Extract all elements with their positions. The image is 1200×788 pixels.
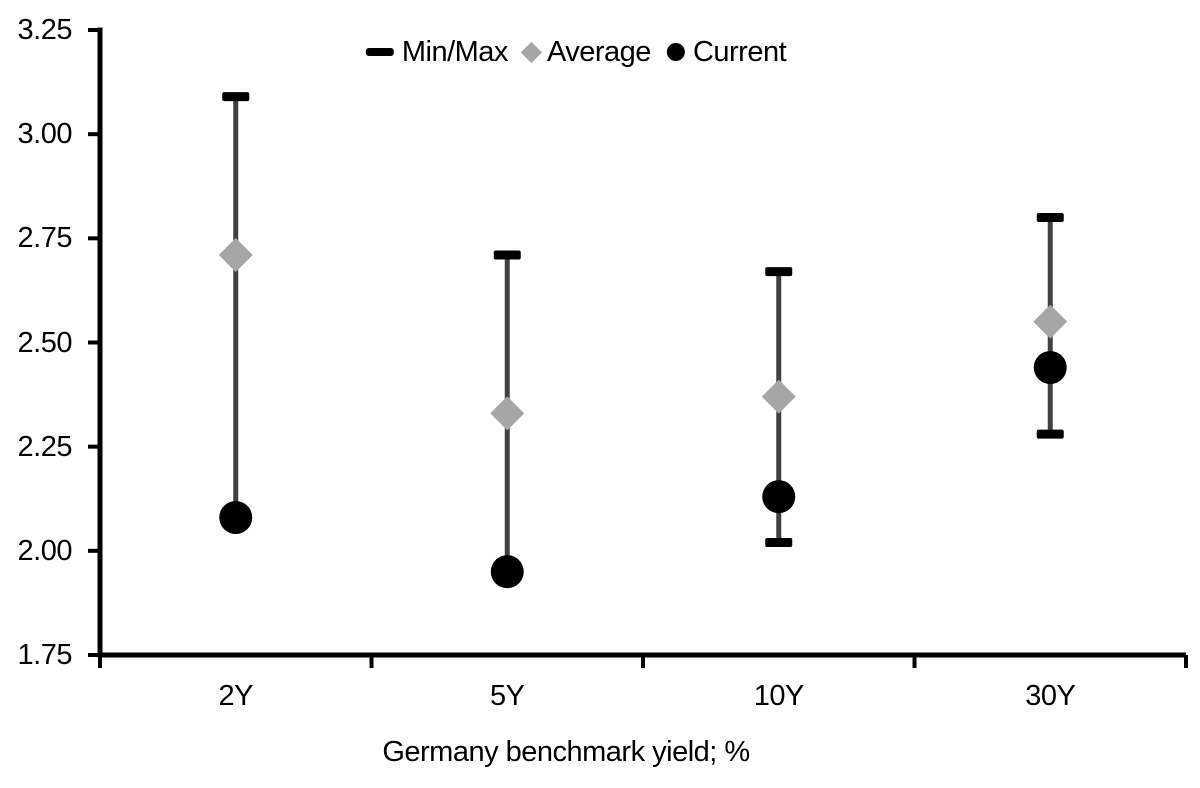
max-cap-30Y: [1036, 213, 1064, 222]
legend-item-current: Current: [666, 36, 787, 68]
minmax-dash-icon: [365, 48, 394, 56]
min-cap-10Y: [765, 538, 793, 547]
x-tick-label-30Y: 30Y: [1025, 680, 1076, 712]
current-marker-30Y: [1033, 351, 1067, 384]
min-cap-30Y: [1036, 429, 1064, 439]
y-tick-label: 2.25: [17, 430, 73, 463]
y-tick-label: 2.50: [17, 326, 73, 359]
average-marker-10Y: [761, 379, 796, 414]
current-marker-2Y: [219, 501, 253, 534]
max-cap-2Y: [222, 92, 250, 102]
y-tick-label: 2.75: [17, 222, 73, 255]
legend-item-average: Average: [520, 36, 652, 68]
y-tick-label: 3.25: [17, 14, 73, 46]
x-tick-label-5Y: 5Y: [490, 680, 525, 712]
legend: Min/Max Average Current: [365, 36, 787, 68]
y-tick-label: 1.75: [17, 639, 73, 671]
current-circle-icon: [666, 43, 685, 61]
y-tick-label: 2.00: [17, 534, 73, 567]
average-marker-5Y: [490, 396, 525, 431]
current-marker-5Y: [490, 555, 524, 589]
x-tick-label-2Y: 2Y: [218, 680, 254, 712]
average-marker-30Y: [1033, 304, 1068, 339]
legend-item-minmax: Min/Max: [365, 36, 509, 68]
x-axis-title: Germany benchmark yield; %: [382, 736, 750, 768]
max-cap-10Y: [765, 267, 793, 277]
max-cap-5Y: [493, 250, 521, 260]
average-marker-2Y: [218, 238, 253, 272]
x-tick-label-10Y: 10Y: [753, 680, 805, 712]
legend-label-minmax: Min/Max: [401, 36, 509, 68]
y-tick-label: 3.00: [17, 118, 73, 151]
legend-label-average: Average: [546, 36, 652, 68]
current-marker-10Y: [762, 480, 796, 514]
average-diamond-icon: [520, 41, 543, 63]
legend-label-current: Current: [692, 36, 787, 68]
